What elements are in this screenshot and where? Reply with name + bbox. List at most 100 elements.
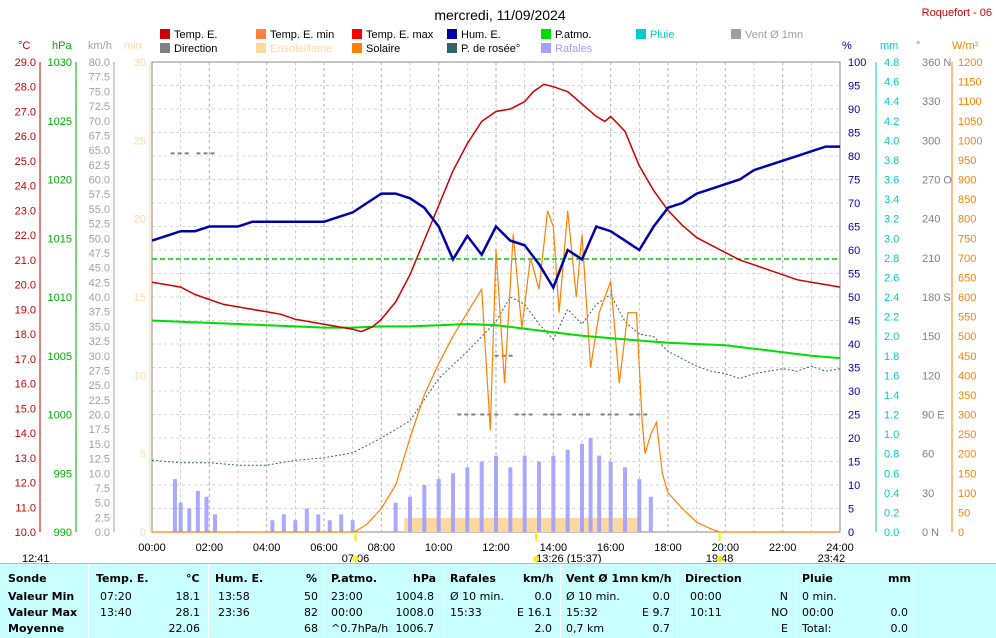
- summary-h-time: 13:58: [218, 590, 250, 603]
- rain-axis-tick: 1.4: [884, 390, 899, 402]
- wind-axis-tick: 0.0: [95, 527, 110, 539]
- series-p-de-ros-e-: [151, 293, 841, 466]
- solar-axis-tick: 700: [958, 253, 976, 265]
- rain-axis-tick: 0.2: [884, 507, 899, 519]
- legend: Temp. E. Temp. E. min Temp. E. max Hum. E. P…: [160, 29, 803, 55]
- summary-d-val: NO: [771, 606, 788, 619]
- press-axis-tick: 990: [54, 527, 72, 539]
- summary-p-val: 1006.7: [395, 622, 435, 635]
- x-tick: 20:00: [712, 542, 740, 554]
- min-axis-tick: 25: [134, 135, 146, 147]
- gust-bar: [422, 485, 427, 532]
- gust-bar: [408, 496, 412, 532]
- wind-axis-tick: 2.5: [95, 512, 110, 524]
- legend-swatch: [447, 43, 457, 53]
- gust-bar: [304, 508, 309, 532]
- summary-label: Moyenne: [8, 622, 65, 635]
- rain-axis-tick: 3.8: [884, 155, 899, 167]
- gust-bar: [537, 461, 541, 532]
- hum-axis-tick: 60: [848, 245, 860, 257]
- axis-unit: °C: [18, 40, 30, 52]
- wind-axis-tick: 67.5: [89, 130, 110, 142]
- gust-bar: [436, 479, 441, 532]
- solar-axis-tick: 250: [958, 429, 976, 441]
- legend-swatch: [256, 43, 266, 53]
- temp-axis-tick: 19.0: [15, 304, 36, 316]
- axis-unit: min: [124, 40, 142, 52]
- temp-axis-tick: 22.0: [15, 230, 36, 242]
- legend-label: Temp. E. min: [270, 29, 334, 41]
- gust-bar: [637, 479, 642, 532]
- summary-r-time: Ø 10 min.: [450, 590, 504, 603]
- axis-unit: hPa: [52, 40, 72, 52]
- summary-p-val: 1004.8: [395, 590, 435, 603]
- gust-bar: [204, 496, 209, 532]
- dir-axis-tick: 30: [922, 488, 934, 500]
- series-solaire: [152, 210, 840, 533]
- solar-axis-tick: 300: [958, 410, 976, 422]
- hum-axis-tick: 10: [848, 480, 860, 492]
- solar-axis-tick: 150: [958, 468, 976, 480]
- hum-axis-tick: 35: [848, 363, 860, 375]
- legend-swatch: [636, 29, 646, 39]
- legend-swatch: [731, 29, 741, 39]
- wind-axis-tick: 52.5: [89, 219, 110, 231]
- summary-t-val: 28.1: [175, 606, 201, 619]
- sun-marker: [533, 556, 540, 562]
- hum-axis-tick: 45: [848, 316, 860, 328]
- summary-r-val: E 16.1: [517, 606, 552, 619]
- wind-axis-tick: 10.0: [89, 468, 110, 480]
- summary-pl-val: 0.0: [890, 622, 909, 635]
- rain-axis-tick: 4.0: [884, 135, 899, 147]
- gust-bar: [623, 467, 627, 532]
- legend-label: Vent Ø 1mn: [745, 29, 803, 41]
- temp-axis-tick: 15.0: [15, 403, 36, 415]
- dir-axis-tick: 120: [922, 370, 940, 382]
- temp-axis-tick: 10.0: [15, 527, 36, 539]
- solar-axis-tick: 50: [958, 507, 970, 519]
- legend-label: Rafales: [555, 43, 593, 55]
- hum-axis-tick: 50: [848, 292, 860, 304]
- wind-axis-tick: 40.0: [89, 292, 110, 304]
- temp-axis-tick: 17.0: [15, 354, 36, 366]
- summary-r-time: 15:33: [450, 606, 482, 619]
- wind-axis-tick: 12.5: [89, 454, 110, 466]
- summary-t-time: 07:20: [100, 590, 132, 603]
- wind-axis-tick: 22.5: [89, 395, 110, 407]
- press-axis-tick: 1025: [48, 116, 72, 128]
- min-axis-tick: 10: [134, 370, 146, 382]
- temp-axis-tick: 11.0: [15, 502, 36, 514]
- summary-v-time: Ø 10 min.: [566, 590, 620, 603]
- gust-bar: [508, 467, 513, 532]
- legend-label: Hum. E.: [461, 29, 501, 41]
- hum-axis-tick: 70: [848, 198, 860, 210]
- axis-unit: mm: [880, 40, 898, 52]
- summary-p-time: 23:00: [331, 590, 363, 603]
- hdr-press: P.atmo.: [331, 572, 378, 585]
- legend-swatch: [352, 29, 362, 39]
- summary-d-val: E: [781, 622, 788, 635]
- hdr-rain-unit: mm: [888, 572, 911, 585]
- hum-axis-tick: 0: [848, 527, 854, 539]
- hdr-rain: Pluie: [802, 572, 833, 585]
- x-tick: 08:00: [368, 542, 396, 554]
- gust-bar: [187, 508, 192, 532]
- summary-t-time: 13:40: [100, 606, 132, 619]
- summary-v-val: 0.7: [652, 622, 671, 635]
- legend-label: Temp. E. max: [366, 29, 434, 41]
- temp-axis-tick: 13.0: [15, 453, 36, 465]
- wind-axis-tick: 80.0: [89, 57, 110, 69]
- sun-marker: [716, 556, 723, 562]
- rain-axis-tick: 4.8: [884, 57, 899, 69]
- summary-h-val: 82: [304, 606, 318, 619]
- summary-d-time: 00:00: [690, 590, 722, 603]
- x-tick: 24:00: [826, 542, 854, 554]
- gust-bar: [648, 496, 653, 532]
- legend-swatch: [160, 43, 170, 53]
- summary-pl-time: 00:00: [802, 606, 834, 619]
- rain-axis-tick: 0.0: [884, 527, 899, 539]
- gust-bar: [451, 473, 455, 532]
- hum-axis-tick: 30: [848, 386, 860, 398]
- summary-p-val: 1008.0: [395, 606, 435, 619]
- wind-axis-tick: 5.0: [95, 498, 110, 510]
